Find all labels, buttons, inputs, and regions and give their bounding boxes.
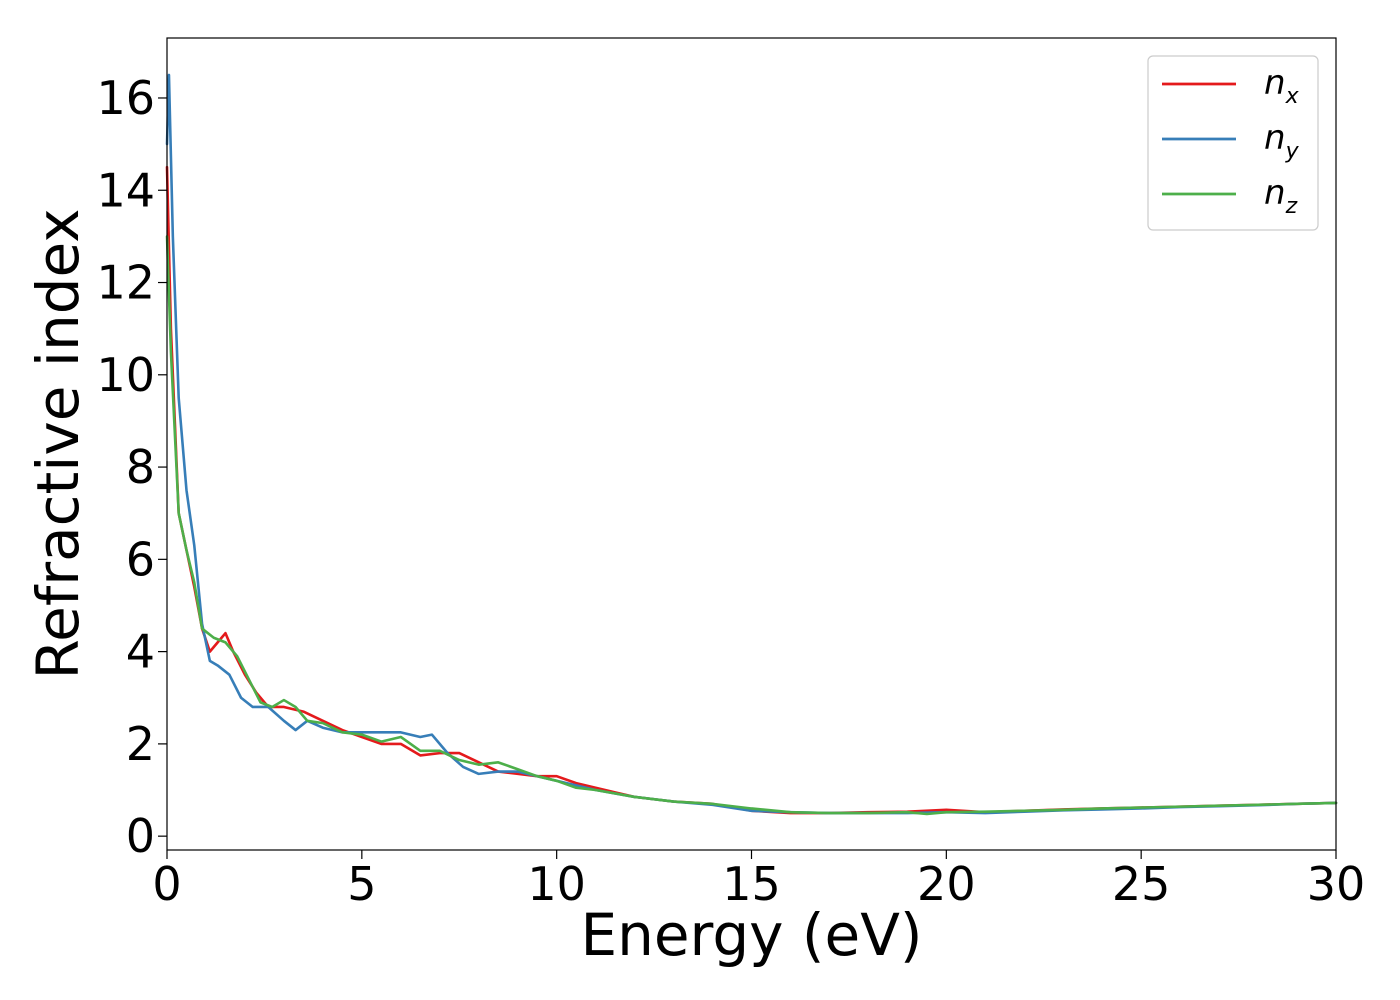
x-axis-title: Energy (eV) bbox=[580, 901, 922, 969]
legend-label-x: nx bbox=[1264, 63, 1300, 109]
y-tick-label: 6 bbox=[126, 532, 155, 586]
x-tick-label: 25 bbox=[1112, 857, 1171, 911]
y-tick-label: 14 bbox=[96, 163, 155, 217]
legend-box bbox=[1147, 55, 1319, 231]
x-tick-label: 15 bbox=[722, 857, 781, 911]
y-tick-label: 16 bbox=[96, 71, 155, 125]
y-tick-label: 0 bbox=[126, 809, 155, 863]
x-axis: 0 5 10 15 20 25 30 bbox=[152, 850, 1365, 911]
y-axis-title: Refractive index bbox=[24, 208, 92, 679]
y-axis: 0 2 4 6 8 10 12 14 16 bbox=[96, 71, 167, 863]
x-tick-label: 20 bbox=[917, 857, 976, 911]
series-layer bbox=[165, 73, 1338, 816]
x-tick-label: 5 bbox=[347, 857, 376, 911]
legend-label-z: nz bbox=[1264, 173, 1298, 219]
y-tick-label: 12 bbox=[96, 256, 155, 310]
y-tick-label: 10 bbox=[96, 348, 155, 402]
legend-label-y: ny bbox=[1264, 118, 1300, 164]
series-line-z bbox=[165, 235, 1338, 816]
x-tick-label: 10 bbox=[527, 857, 586, 911]
y-tick-label: 8 bbox=[126, 440, 155, 494]
series-line-x bbox=[165, 165, 1338, 815]
x-tick-label: 0 bbox=[152, 857, 181, 911]
y-tick-label: 4 bbox=[126, 625, 155, 679]
legend: nx ny nz bbox=[1147, 55, 1319, 231]
x-tick-label: 30 bbox=[1307, 857, 1366, 911]
y-tick-label: 2 bbox=[126, 717, 155, 771]
